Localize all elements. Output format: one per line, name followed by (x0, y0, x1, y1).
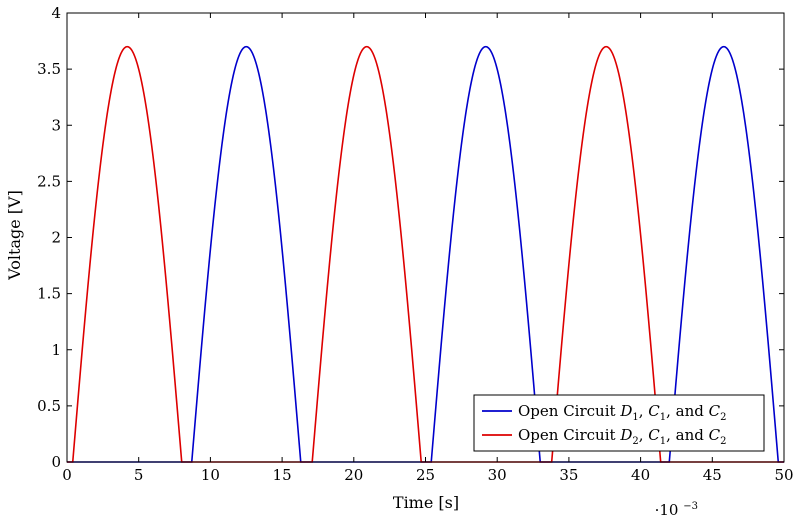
x-tick-label: 5 (134, 466, 144, 484)
y-tick-label: 3.5 (37, 60, 61, 78)
legend-label-2: Open Circuit D2, C1, and C2 (518, 426, 727, 447)
legend-label-1: Open Circuit D1, C1, and C2 (518, 402, 727, 423)
y-tick-label: 2 (51, 229, 61, 247)
legend-box (473, 394, 765, 452)
x-tick-label: 20 (344, 466, 363, 484)
x-ticks: 0 5 10 15 20 25 30 35 40 45 50 (62, 13, 794, 484)
y-tick-label: 0.5 (37, 397, 61, 415)
x-tick-label: 45 (703, 466, 722, 484)
x-tick-label: 50 (774, 466, 793, 484)
x-axis-multiplier: ·10 −3 (655, 501, 698, 519)
y-axis-label: Voltage [V] (5, 190, 24, 281)
x-tick-label: 0 (62, 466, 72, 484)
x-multiplier-base: ·10 (655, 501, 679, 519)
y-tick-label: 4 (51, 4, 61, 22)
x-tick-label: 30 (488, 466, 507, 484)
x-tick-label: 15 (273, 466, 292, 484)
x-multiplier-exponent: −3 (683, 501, 698, 512)
plot-area (67, 13, 784, 462)
legend: Open Circuit D1, C1, and C2 Open Circuit … (473, 394, 765, 452)
x-tick-label: 25 (416, 466, 435, 484)
y-tick-label: 1 (51, 341, 61, 359)
y-ticks: 0 0.5 1 1.5 2 2.5 3 3.5 4 (37, 4, 784, 471)
x-axis-label: Time [s] (393, 493, 459, 512)
y-tick-label: 2.5 (37, 172, 61, 190)
x-tick-label: 35 (559, 466, 578, 484)
y-tick-label: 0 (51, 453, 61, 471)
y-tick-label: 1.5 (37, 285, 61, 303)
x-tick-label: 40 (631, 466, 650, 484)
y-tick-label: 3 (51, 116, 61, 134)
plot-background (67, 13, 784, 462)
x-tick-label: 10 (201, 466, 220, 484)
